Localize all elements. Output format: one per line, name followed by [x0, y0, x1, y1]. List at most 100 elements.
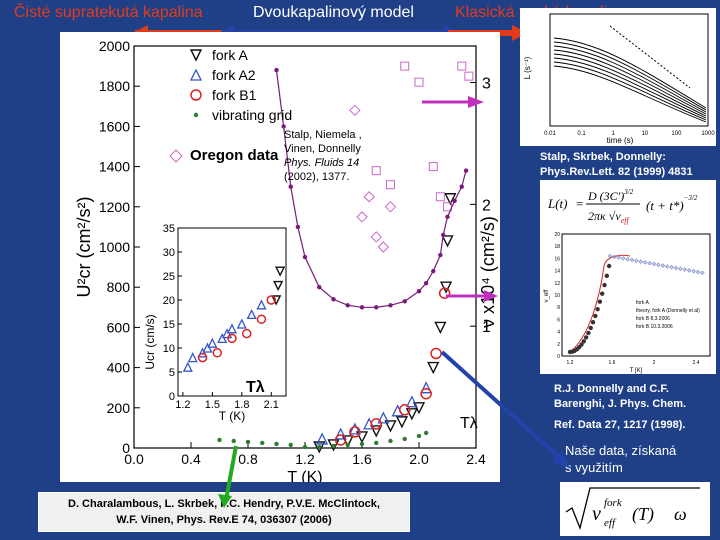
- oregon-label: Oregon data: [190, 147, 279, 164]
- veff-frame: [561, 233, 711, 357]
- decay-x-tick: 1: [612, 131, 616, 137]
- veff-fork-a-point: [583, 335, 589, 340]
- veff-y-tick: 10: [554, 293, 560, 299]
- nase-line-1: Naše data, získaná: [565, 443, 677, 458]
- legend-label: vibrating grid: [212, 107, 292, 123]
- vibrating-grid-point: [359, 441, 365, 447]
- donnelly-line-2: Barenghi, J. Phys. Chem.: [554, 398, 687, 410]
- fork-A-point: [412, 402, 426, 415]
- inset-y-label: Ucr (cm/s): [143, 314, 157, 369]
- header-middle: Dvoukapalinový model: [253, 4, 414, 21]
- decay-curve: [553, 57, 707, 119]
- vibrating-grid-point: [416, 433, 422, 439]
- veff-y-tick: 2: [557, 342, 560, 348]
- y-right-axis-label: ν x10⁴ (cm²/s): [478, 216, 498, 328]
- decay-curve: [553, 65, 707, 123]
- inset-x-label: T (K): [219, 409, 245, 423]
- formula-top-num: D (3C′)3/2: [587, 188, 634, 203]
- y-tick-label: 400: [107, 360, 131, 376]
- vibrating-grid-point: [317, 444, 322, 450]
- veff-fork-a-point: [581, 339, 586, 344]
- trend-point: [416, 289, 422, 294]
- inset-fork-A2-point: [197, 347, 208, 358]
- y-tick-label: 200: [107, 400, 131, 416]
- header-left: Čisté supratekutá kapalina: [14, 4, 203, 21]
- veff-fork-a-point: [579, 342, 584, 347]
- inset-fork-B1-point: [197, 352, 208, 363]
- trend-point: [374, 305, 379, 310]
- inset-y-tick-label: 30: [163, 247, 175, 259]
- inset-fork-A2-point: [236, 318, 247, 329]
- fork-A-point: [370, 425, 383, 438]
- vibrating-grid-point: [331, 443, 336, 449]
- formula-bottom-box: ν fork eff (T) ω: [560, 482, 710, 536]
- fork-A-point: [313, 441, 326, 454]
- veff-fork-b-point: [651, 261, 657, 267]
- inset-y-tick-label: 25: [163, 271, 175, 283]
- veff-y-label: ν_eff: [544, 289, 550, 302]
- inset-y-tick-label: 0: [169, 391, 175, 403]
- stalp-line-2: Vinen, Donnelly: [284, 143, 361, 155]
- x-tick-label: 1.6: [352, 451, 372, 467]
- fork-B1-point: [420, 387, 432, 400]
- square-point: [414, 77, 424, 87]
- y-tick-label: 600: [107, 319, 131, 335]
- stalp-line-4: (2002), 1377.: [284, 171, 350, 183]
- y-tick-label: 1200: [99, 199, 130, 215]
- veff-fork-b-point: [642, 260, 648, 265]
- vibrating-grid-point: [423, 430, 429, 436]
- trend-point: [423, 280, 429, 286]
- trend-point: [388, 303, 393, 308]
- y-right-tick-label: 3: [482, 76, 491, 93]
- sqrt-sign: [565, 487, 700, 531]
- decay-y-label: L (s⁻¹): [523, 56, 532, 79]
- Oregon-data-point: [356, 211, 368, 223]
- veff-fork-b-point: [682, 267, 688, 272]
- vibrating-grid-point: [374, 440, 379, 446]
- formula-top-eq: =: [576, 196, 583, 211]
- veff-fork-a-point: [593, 313, 598, 319]
- stalp-niemela-ref: Stalp, Niemela , Vinen, Donnelly Phys. F…: [284, 128, 362, 184]
- y-tick-label: 1000: [99, 239, 130, 255]
- decay-curve: [553, 37, 707, 109]
- decay-x-tick: 10: [641, 131, 648, 137]
- veff-x-tick: 2: [653, 360, 656, 366]
- veff-fork-b-point: [620, 256, 626, 261]
- fork-A2-point: [334, 427, 347, 440]
- inset-t-lambda: Tλ: [246, 379, 265, 396]
- decay-x-tick: 100: [671, 131, 682, 137]
- vibrating-grid-point: [388, 438, 393, 444]
- trend-point: [431, 268, 436, 274]
- decay-plot-bg: [520, 8, 716, 146]
- y-axis-label: U²cr (cm²/s²): [74, 197, 94, 298]
- decay-curve: [553, 61, 707, 121]
- veff-fork-b-point: [669, 264, 674, 270]
- trend-point: [317, 285, 322, 290]
- inset-fork-A2-point: [182, 361, 193, 372]
- veff-fork-b-point: [607, 253, 613, 259]
- y-tick-label: 2000: [99, 38, 130, 54]
- square-point: [464, 71, 474, 81]
- veff-y-tick: 12: [554, 281, 560, 287]
- veff-theory-curve: [569, 254, 631, 353]
- main-chart-svg: 0.0 0.4 0.8 1.2 1.6 2.0 2.40200400600800100012…: [74, 38, 498, 486]
- veff-legend-label: fork B 8.3.2006: [636, 316, 670, 322]
- trend-point: [452, 198, 457, 203]
- decay-curve: [553, 49, 707, 115]
- formula-top-den: 2πκ √νeff: [588, 209, 630, 225]
- veff-fork-a-point: [606, 263, 612, 269]
- y-tick-label: 1400: [99, 159, 130, 175]
- y-tick-label: 0: [122, 440, 130, 456]
- x-tick-label: 0.8: [238, 451, 258, 467]
- fork-B1-point: [334, 434, 347, 446]
- formula-omega: ω: [674, 504, 687, 524]
- trend-point: [288, 184, 293, 189]
- veff-fork-b-point: [691, 268, 696, 274]
- fork-A-point: [384, 420, 397, 433]
- decay-x-tick: 0.01: [544, 131, 556, 137]
- inset-x-tick-label: 1.8: [234, 399, 249, 411]
- veff-y-tick: 0: [557, 354, 560, 360]
- trend-point: [359, 305, 365, 310]
- decay-ticks: 0.01 0.1 1 10 100 1000: [544, 131, 715, 137]
- veff-y-tick: 16: [554, 256, 560, 262]
